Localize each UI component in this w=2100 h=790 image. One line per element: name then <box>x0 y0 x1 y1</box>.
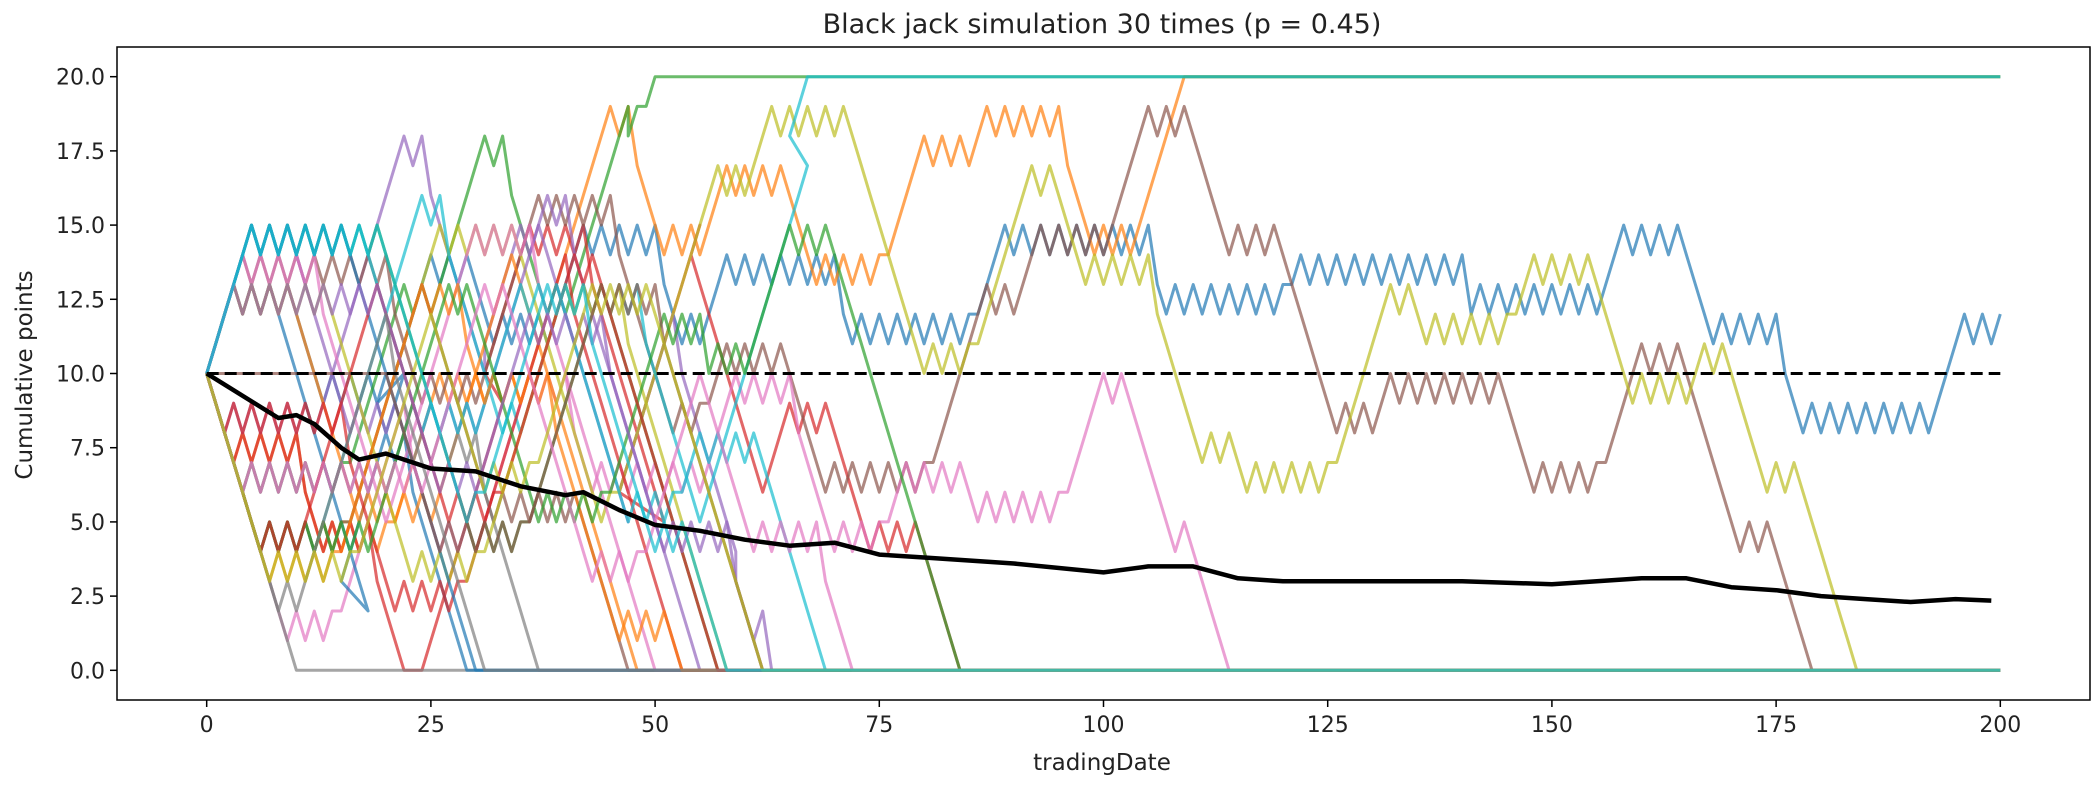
y-tick-label: 10.0 <box>56 363 105 388</box>
series-line-sim-17 <box>205 223 2001 672</box>
x-tick-label: 50 <box>641 713 669 738</box>
y-tick-label: 0.0 <box>70 659 105 684</box>
series-line-sim-27 <box>205 283 2001 672</box>
chart-title: Black jack simulation 30 times (p = 0.45… <box>823 9 1382 40</box>
y-tick-label: 2.5 <box>70 585 105 610</box>
y-tick-label: 5.0 <box>70 511 105 536</box>
mean-line <box>205 371 1992 605</box>
series-line-sim-20 <box>205 223 2001 672</box>
x-tick-label: 175 <box>1755 713 1797 738</box>
y-tick-label: 17.5 <box>56 140 105 165</box>
series-line-sim-29 <box>205 283 2001 672</box>
y-tick-label: 7.5 <box>70 437 105 462</box>
series-line-sim-4 <box>205 223 2001 672</box>
y-axis-label: Cumulative points <box>12 270 38 479</box>
x-tick-label: 25 <box>417 713 445 738</box>
x-tick-label: 75 <box>865 713 893 738</box>
x-tick-label: 125 <box>1307 713 1349 738</box>
y-tick-label: 12.5 <box>56 288 105 313</box>
series-line-sim-14 <box>205 253 2001 672</box>
series-line-sim-30 <box>205 223 2001 672</box>
x-tick-label: 0 <box>200 713 214 738</box>
y-tick-label: 20.0 <box>56 66 105 91</box>
x-tick-label: 200 <box>1979 713 2021 738</box>
series-line-sim-25 <box>205 283 2001 672</box>
series-line-sim-23 <box>205 223 2001 672</box>
series-line-sim-13 <box>205 223 2001 672</box>
x-tick-label: 150 <box>1531 713 1573 738</box>
y-tick-label: 15.0 <box>56 214 105 239</box>
x-tick-label: 100 <box>1083 713 1125 738</box>
x-axis-label: tradingDate <box>1033 750 1171 776</box>
series-line-sim-21 <box>205 223 2001 672</box>
